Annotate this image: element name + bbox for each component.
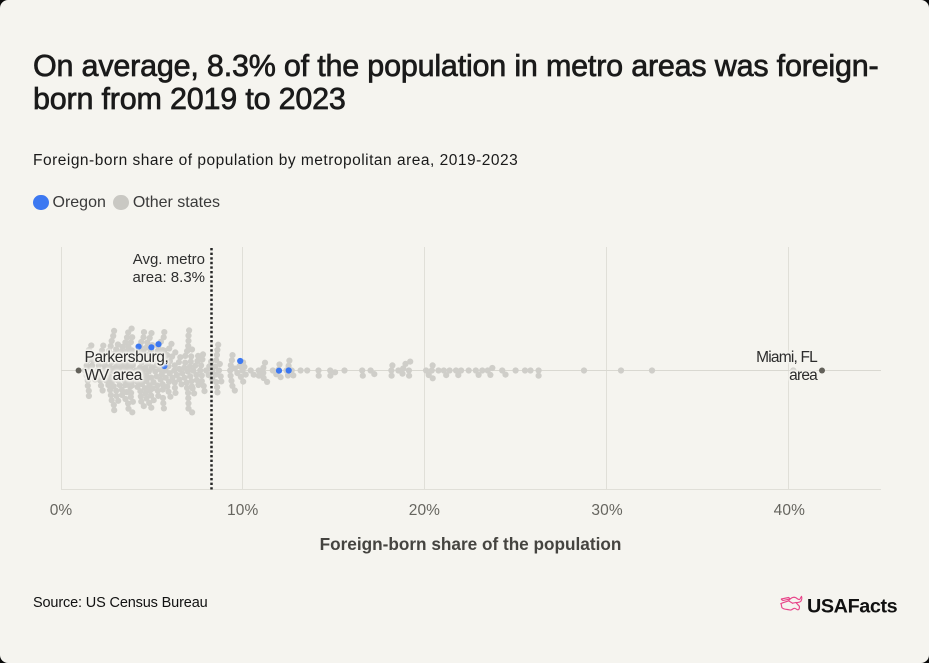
svg-text:USAFacts: USAFacts bbox=[807, 595, 898, 617]
